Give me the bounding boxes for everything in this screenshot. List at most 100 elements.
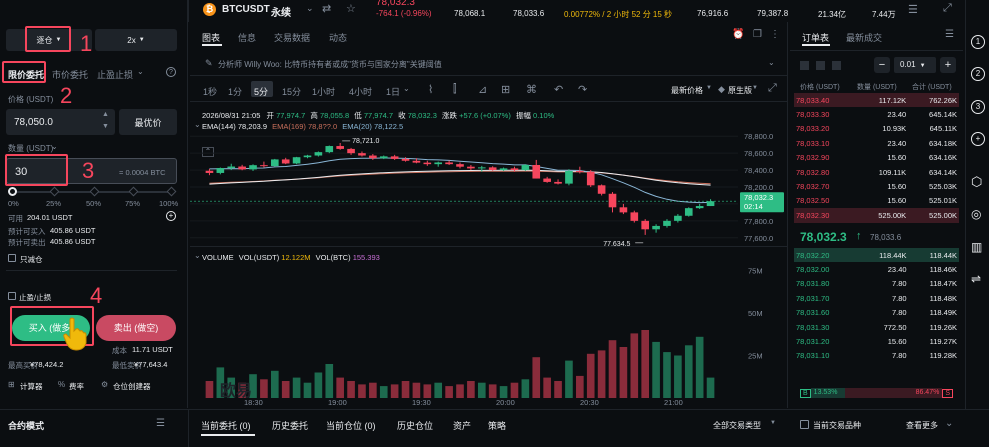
asks-row[interactable]: 78,033.20 10.93K 645.11K xyxy=(794,122,959,136)
bids-row[interactable]: 78,031.80 7.80 118.47K xyxy=(794,277,959,291)
settings-sliders-icon[interactable]: ☰ xyxy=(156,418,165,429)
redo-icon[interactable]: ↷ xyxy=(578,84,588,96)
view-more-link[interactable]: 查看更多 xyxy=(906,421,938,430)
alarm-icon[interactable]: ⏰ xyxy=(732,29,745,40)
tab-order-history[interactable]: 历史委托 xyxy=(272,421,309,431)
symbol-name[interactable]: BTCUSDT xyxy=(222,4,270,15)
compass-icon[interactable]: ◎ xyxy=(971,207,982,221)
more-icon[interactable]: ⋮ xyxy=(770,29,780,40)
collapse-icon[interactable]: ⌄ xyxy=(194,120,201,129)
asks-row[interactable]: 78,032.70 15.60 525.03K xyxy=(794,179,959,193)
layout-1-icon[interactable]: 1 xyxy=(971,35,985,49)
tab-trade-data[interactable]: 交易数据 xyxy=(274,33,311,43)
symbol-type[interactable]: 永续 xyxy=(271,8,291,19)
position-builder-link[interactable]: 仓位创建器 xyxy=(113,382,151,391)
current-symbol-checkbox[interactable] xyxy=(800,420,809,429)
interval-5m[interactable]: 5分 xyxy=(254,87,269,97)
trade-type-filter[interactable]: 全部交易类型 xyxy=(713,421,761,430)
price-type-select[interactable]: 最新价格 xyxy=(671,86,703,95)
fee-link[interactable]: 费率 xyxy=(69,382,84,391)
tab-limit-order[interactable]: 限价委托 xyxy=(8,70,45,80)
interval-1m[interactable]: 1分 xyxy=(228,87,243,97)
settings-sliders-icon[interactable]: ☰ xyxy=(908,4,918,16)
swap-icon[interactable]: ⇌ xyxy=(971,272,982,286)
settings-sliders-icon[interactable]: ☰ xyxy=(945,29,954,40)
tab-market-order[interactable]: 市价委托 xyxy=(52,70,89,80)
tab-tp-sl[interactable]: 止盈止损 xyxy=(97,70,134,80)
layout-3-icon[interactable]: 3 xyxy=(971,100,985,114)
layout-bids-icon[interactable] xyxy=(816,61,825,70)
bids-row[interactable]: 78,032.00 23.40 118.46K xyxy=(794,262,959,276)
bids-row[interactable]: 78,032.20 118.44K 118.44K xyxy=(794,248,959,263)
precision-minus-button[interactable]: − xyxy=(874,57,890,73)
candles-icon[interactable]: ⫿ xyxy=(453,83,457,95)
tab-positions[interactable]: 当前仓位 (0) xyxy=(326,421,376,431)
help-icon[interactable]: ? xyxy=(166,67,176,77)
tab-feed[interactable]: 动态 xyxy=(329,33,348,43)
price-input[interactable]: 78,050.0 ▲ ▼ xyxy=(6,109,115,135)
builder-icon[interactable]: ⚙ xyxy=(101,380,109,389)
tab-orderbook[interactable]: 订单表 xyxy=(802,33,830,43)
calculator-link[interactable]: 计算器 xyxy=(20,382,43,391)
chevron-down-icon[interactable]: ⌄ xyxy=(51,142,58,151)
bids-row[interactable]: 78,031.70 7.80 118.48K xyxy=(794,291,959,305)
draw-icon[interactable]: ⊿ xyxy=(478,84,488,96)
bids-row[interactable]: 78,031.10 7.80 119.28K xyxy=(794,349,959,363)
chevron-down-icon[interactable]: ⌄ xyxy=(403,84,410,93)
precision-select[interactable]: 0.01 ▼ xyxy=(894,57,936,73)
tab-open-orders[interactable]: 当前委托 (0) xyxy=(201,421,251,431)
interval-15m[interactable]: 15分 xyxy=(282,87,302,97)
slider-node-100[interactable] xyxy=(166,186,177,197)
candlestick-chart[interactable]: 78,800.078,600.078,400.078,200.078,000.0… xyxy=(190,102,788,408)
asks-row[interactable]: 78,033.40 117.12K 762.26K xyxy=(794,93,959,108)
asks-row[interactable]: 78,032.80 109.11K 634.14K xyxy=(794,165,959,179)
asks-row[interactable]: 78,032.90 15.60 634.16K xyxy=(794,151,959,165)
star-icon[interactable]: ☆ xyxy=(346,3,356,15)
add-layout-icon[interactable]: + xyxy=(971,132,985,146)
tp-sl-checkbox[interactable] xyxy=(8,292,16,300)
collapse-icon[interactable]: ⌄ xyxy=(194,251,201,260)
tools-icon[interactable]: ⌘ xyxy=(526,84,537,96)
undo-icon[interactable]: ↶ xyxy=(554,84,564,96)
tab-assets[interactable]: 资产 xyxy=(453,421,472,431)
tab-position-history[interactable]: 历史仓位 xyxy=(397,421,434,431)
chart-bars-icon[interactable]: ▥ xyxy=(971,240,983,254)
layout-icon[interactable]: ⊞ xyxy=(501,84,511,96)
layout-both-icon[interactable] xyxy=(800,61,809,70)
interval-1s[interactable]: 1秒 xyxy=(203,87,218,97)
transfer-plus-icon[interactable]: + xyxy=(166,211,176,221)
stepper-up-icon[interactable]: ▲ xyxy=(102,111,109,118)
asks-row[interactable]: 78,032.50 15.60 525.01K xyxy=(794,194,959,208)
best-price-button[interactable]: 最优价 xyxy=(119,109,177,135)
collapse-icon[interactable]: ⌄ xyxy=(945,418,954,429)
slider-node-50[interactable] xyxy=(89,186,100,197)
slider-node-75[interactable] xyxy=(128,186,139,197)
chevron-down-icon[interactable]: ⌄ xyxy=(306,3,314,13)
tab-latest-trades[interactable]: 最新成交 xyxy=(846,33,883,43)
fullscreen-icon[interactable]: ⤢ xyxy=(768,82,777,94)
collapse-legend-button[interactable]: ⌃ xyxy=(202,147,214,157)
leverage-button[interactable]: 2x ▼ xyxy=(95,29,177,51)
tab-info[interactable]: 信息 xyxy=(238,33,257,43)
sell-short-button[interactable]: 卖出 (做空) xyxy=(96,315,176,341)
asks-row[interactable]: 78,032.30 525.00K 525.00K xyxy=(794,208,959,223)
asks-row[interactable]: 78,033.30 23.40 645.14K xyxy=(794,107,959,121)
interval-1h[interactable]: 1小时 xyxy=(312,87,336,97)
interval-4h[interactable]: 4小时 xyxy=(349,87,373,97)
chevron-down-icon[interactable]: ⌄ xyxy=(768,58,775,67)
slider-handle[interactable] xyxy=(8,187,17,196)
interval-1d[interactable]: 1日 xyxy=(386,87,401,97)
precision-plus-button[interactable]: + xyxy=(940,57,956,73)
chart-style-select[interactable]: 原生版 xyxy=(728,86,752,95)
layout-asks-icon[interactable] xyxy=(832,61,841,70)
copy-icon[interactable]: ❐ xyxy=(753,29,762,40)
indicator-icon[interactable]: ⌇ xyxy=(428,84,434,96)
stepper-down-icon[interactable]: ▼ xyxy=(102,123,109,130)
analyst-note[interactable]: 分析师 Willy Woo: 比特币持有者或成"货币与国家分离"关键阈值 xyxy=(218,60,442,69)
layout-2-icon[interactable]: 2 xyxy=(971,67,985,81)
reduce-only-checkbox[interactable] xyxy=(8,254,16,262)
quantity-input[interactable]: 30 = 0.0004 BTC xyxy=(6,158,177,184)
asks-row[interactable]: 78,033.10 23.40 634.18K xyxy=(794,136,959,150)
bids-row[interactable]: 78,031.30 772.50 119.26K xyxy=(794,320,959,334)
hexagon-icon[interactable]: ⬡ xyxy=(971,174,983,189)
